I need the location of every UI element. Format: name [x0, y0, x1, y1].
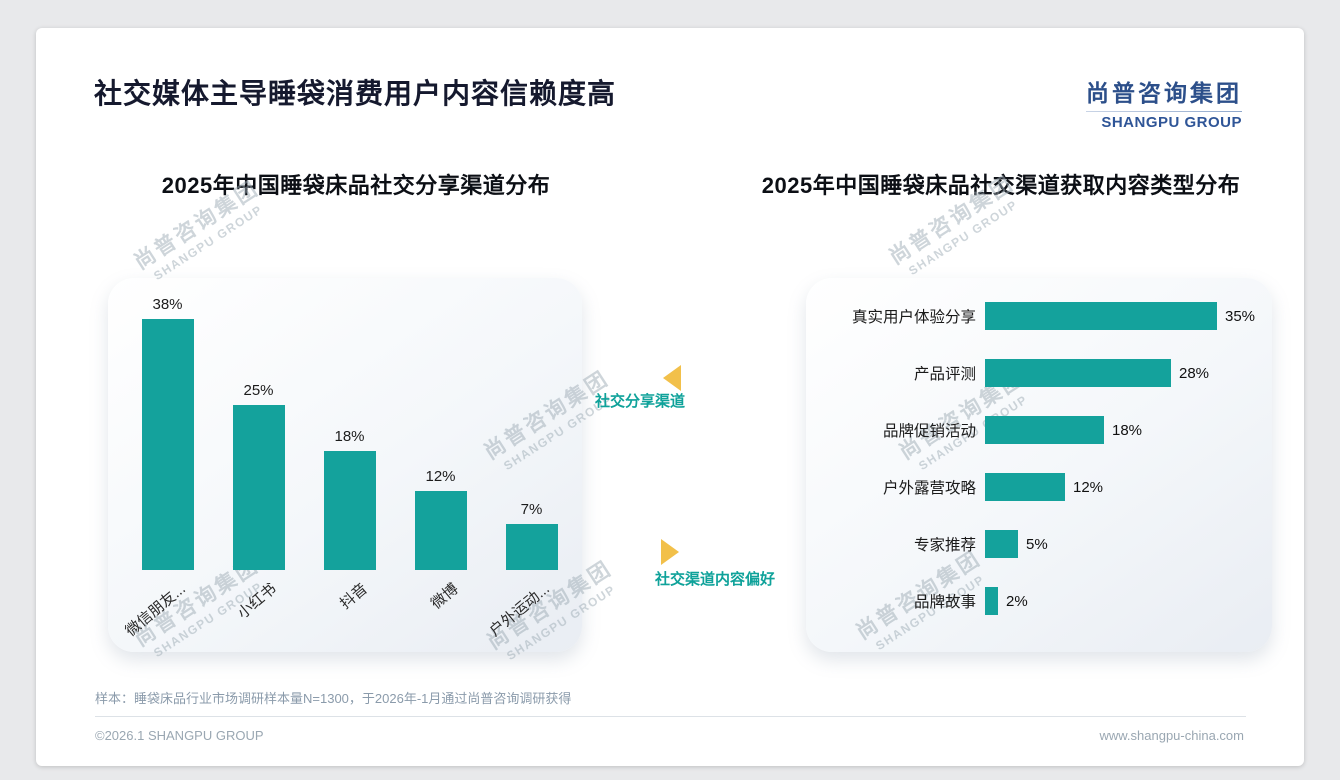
content-type-chart-panel: 真实用户体验分享 35% 产品评测 28% 品牌促销活动 18% 户外露营攻略 12% 专家推荐…: [806, 278, 1272, 652]
brand-logo-chinese: 尚普咨询集团: [1086, 80, 1242, 106]
hbar-row: 品牌故事 2%: [806, 586, 1272, 616]
hbar-value-label: 5%: [1026, 535, 1048, 553]
bar-value-label: 12%: [425, 468, 456, 485]
bar: [414, 491, 467, 570]
hbar-row: 专家推荐 5%: [806, 529, 1272, 559]
left-arrow-icon: [663, 365, 681, 391]
hbar-value-label: 28%: [1179, 364, 1210, 382]
footer-divider: [95, 716, 1246, 717]
bar-value-label: 7%: [520, 501, 543, 518]
hbar-row: 品牌促销活动 18%: [806, 415, 1272, 445]
hbar: [985, 302, 1217, 330]
bar: [232, 405, 285, 570]
page-title: 社交媒体主导睡袋消费用户内容信赖度高: [94, 78, 617, 109]
hbar-row: 户外露营攻略 12%: [806, 472, 1272, 502]
annotation-share-channel: 社交分享渠道: [594, 393, 685, 410]
hbar-value-label: 2%: [1006, 592, 1028, 610]
hbar-value-label: 18%: [1112, 421, 1143, 439]
bar-value-label: 25%: [243, 382, 274, 399]
hbar-category-label: 品牌促销活动: [882, 423, 976, 440]
brand-logo: 尚普咨询集团 SHANGPU GROUP: [1086, 74, 1242, 131]
left-chart-title: 2025年中国睡袋床品社交分享渠道分布: [161, 173, 551, 198]
right-arrow-icon: [661, 539, 679, 565]
hbar-row: 产品评测 28%: [806, 358, 1272, 388]
copyright-text: ©2026.1 SHANGPU GROUP: [95, 728, 264, 743]
hbar-category-label: 真实用户体验分享: [851, 309, 976, 326]
sample-note: 样本：睡袋床品行业市场调研样本量N=1300，于2026年-1月通过尚普咨询调研…: [95, 691, 572, 706]
hbar: [985, 473, 1065, 501]
slide-card: 社交媒体主导睡袋消费用户内容信赖度高 尚普咨询集团 SHANGPU GROUP …: [36, 28, 1304, 766]
watermark-english: SHANGPU GROUP: [906, 197, 1021, 278]
hbar: [985, 416, 1104, 444]
bar: [323, 451, 376, 570]
hbar-row: 真实用户体验分享 35%: [806, 301, 1272, 331]
hbar-category-label: 产品评测: [913, 366, 976, 383]
share-channel-chart-panel: 38% 微信朋友... 25% 小红书 18% 抖音 12% 微博 7% 户外运动...: [108, 278, 582, 652]
brand-logo-english: SHANGPU GROUP: [1101, 114, 1242, 131]
watermark-english: SHANGPU GROUP: [151, 202, 266, 283]
hbar-category-label: 专家推荐: [913, 537, 976, 554]
brand-logo-divider: [1086, 111, 1242, 112]
hbar-value-label: 35%: [1225, 307, 1256, 325]
hbar-value-label: 12%: [1073, 478, 1104, 496]
hbar-category-label: 品牌故事: [913, 594, 976, 611]
hbar: [985, 587, 998, 615]
bar: [505, 524, 558, 570]
hbar: [985, 530, 1018, 558]
hbar: [985, 359, 1171, 387]
bar-value-label: 38%: [152, 296, 183, 313]
bar: [141, 319, 194, 570]
bar-value-label: 18%: [334, 428, 365, 445]
annotation-content-preference: 社交渠道内容偏好: [654, 571, 775, 588]
hbar-category-label: 户外露营攻略: [882, 480, 976, 497]
website-link[interactable]: www.shangpu-china.com: [1099, 728, 1244, 743]
right-chart-title: 2025年中国睡袋床品社交渠道获取内容类型分布: [761, 173, 1241, 198]
